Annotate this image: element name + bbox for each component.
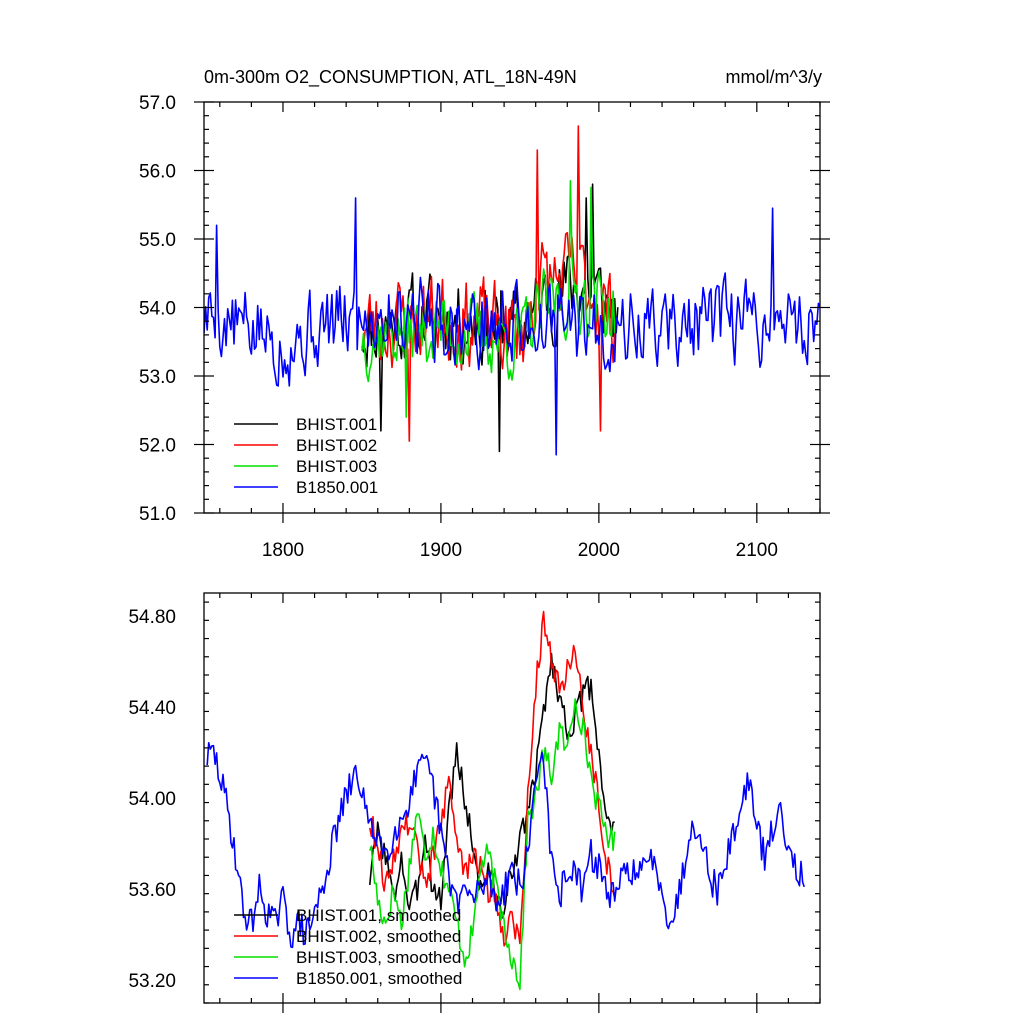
bottom-legend: BHIST.001, smoothed BHIST.002, smoothed BH… bbox=[234, 906, 462, 988]
y-tick-label: 53.0 bbox=[139, 367, 176, 388]
x-tick-label: 2100 bbox=[736, 540, 778, 561]
legend-label: BHIST.003, smoothed bbox=[296, 948, 461, 967]
legend-label: BHIST.002, smoothed bbox=[296, 927, 461, 946]
plot-frame bbox=[203, 592, 821, 1004]
legend-entry: BHIST.001, smoothed bbox=[234, 906, 461, 925]
legend-label: BHIST.003 bbox=[296, 457, 377, 476]
series-line-b1850-001-smoothed bbox=[206, 742, 805, 949]
y-tick-label: 55.0 bbox=[139, 230, 176, 251]
legend-entry: BHIST.002 bbox=[234, 436, 377, 455]
top-legend: BHIST.001 BHIST.002 BHIST.003 B1850.001 bbox=[234, 415, 378, 497]
units-label: mmol/m^3/y bbox=[726, 67, 822, 87]
top-axes: 1800 1900 2000 2100 51.0 52.0 53.0 54.0 55.0 56.0… bbox=[139, 93, 830, 561]
x-tick-label: 1800 bbox=[262, 540, 304, 561]
y-tick-label: 53.20 bbox=[128, 971, 176, 992]
legend-label: BHIST.002 bbox=[296, 436, 377, 455]
legend-label: B1850.001, smoothed bbox=[296, 969, 462, 988]
legend-entry: BHIST.003 bbox=[234, 457, 377, 476]
legend-entry: BHIST.002, smoothed bbox=[234, 927, 461, 946]
legend-label: BHIST.001 bbox=[296, 415, 377, 434]
bottom-axes: 53.20 53.60 54.00 54.40 54.80 bbox=[128, 592, 821, 1013]
x-tick-label: 1900 bbox=[420, 540, 462, 561]
legend-entry: BHIST.003, smoothed bbox=[234, 948, 461, 967]
legend-entry: B1850.001 bbox=[234, 478, 378, 497]
y-tick-label: 54.00 bbox=[128, 789, 176, 810]
legend-entry: BHIST.001 bbox=[234, 415, 377, 434]
x-tick-label: 2000 bbox=[578, 540, 620, 561]
legend-label: BHIST.001, smoothed bbox=[296, 906, 461, 925]
y-tick-label: 56.0 bbox=[139, 162, 176, 183]
top-series-group bbox=[204, 125, 820, 456]
y-tick-label: 51.0 bbox=[139, 504, 176, 525]
series-line-b1850-001 bbox=[204, 197, 820, 456]
series-line-bhist-003 bbox=[361, 180, 619, 418]
y-tick-label: 54.40 bbox=[128, 698, 176, 719]
bottom-series-group bbox=[206, 610, 805, 991]
legend-entry: B1850.001, smoothed bbox=[234, 969, 462, 988]
y-tick-label: 53.60 bbox=[128, 880, 176, 901]
y-tick-label: 54.80 bbox=[128, 607, 176, 628]
y-tick-label: 52.0 bbox=[139, 436, 176, 457]
legend-label: B1850.001 bbox=[296, 478, 378, 497]
y-tick-label: 57.0 bbox=[139, 93, 176, 114]
top-panel: 0m-300m O2_CONSUMPTION, ATL_18N-49N mmol… bbox=[139, 67, 830, 561]
bottom-panel: 53.20 53.60 54.00 54.40 54.80 BHIST.001, smo… bbox=[128, 592, 821, 1013]
series-line-bhist-003-smoothed bbox=[369, 698, 616, 991]
y-tick-label: 54.0 bbox=[139, 299, 176, 320]
chart-title: 0m-300m O2_CONSUMPTION, ATL_18N-49N bbox=[204, 67, 577, 88]
